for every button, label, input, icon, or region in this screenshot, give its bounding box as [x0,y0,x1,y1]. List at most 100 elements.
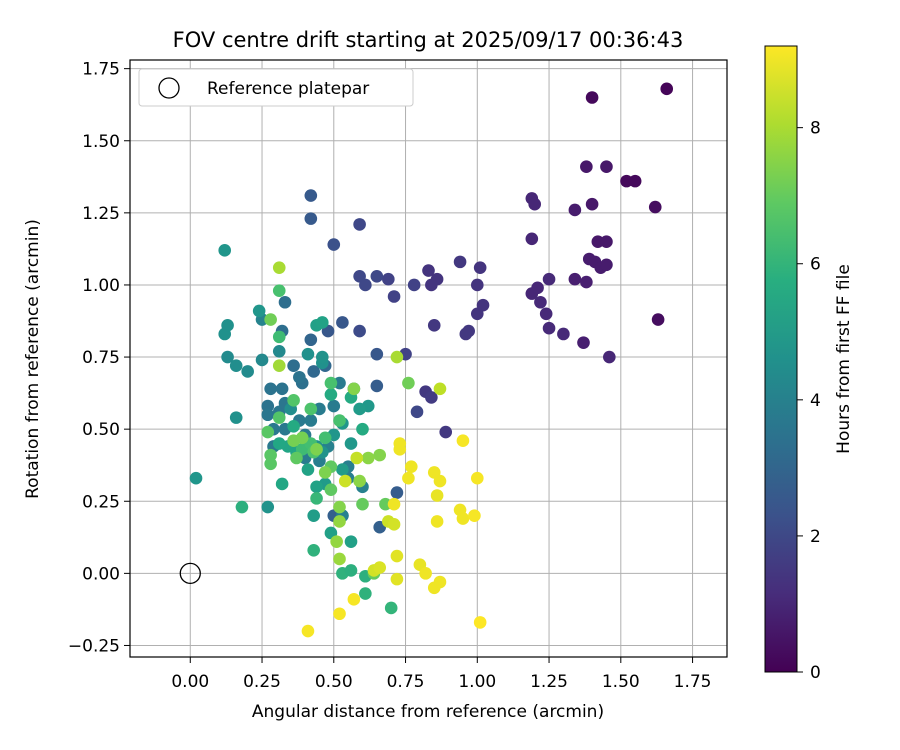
data-point [620,174,633,188]
data-point [344,437,358,450]
data-point [287,419,300,433]
x-tick-label: 1.25 [530,672,568,692]
colorbar-tick-label: 6 [810,255,821,275]
data-point [660,82,674,96]
y-tick-label: 1.75 [82,60,120,80]
data-point [361,451,375,465]
data-point [261,425,275,439]
data-point [585,91,599,104]
y-axis-label: Rotation from reference (arcmin) [23,219,43,499]
data-point [468,509,481,522]
data-point [261,500,275,514]
data-point [430,489,444,502]
data-point [218,244,232,257]
data-point [338,474,352,488]
data-point [272,261,286,274]
data-point [456,434,470,447]
data-point [473,261,487,274]
reference-point-marker [179,562,201,585]
data-point [402,376,415,390]
data-point [316,350,329,364]
data-point [327,238,341,251]
data-point [264,382,277,396]
data-point [272,284,286,298]
data-point [390,549,404,563]
data-point [333,607,346,621]
data-point [557,327,570,341]
data-point [470,307,484,321]
data-point [324,376,338,390]
data-point [327,399,341,413]
x-tick-label: 1.00 [458,672,496,692]
data-point [229,359,243,373]
data-point [353,218,366,231]
data-point [387,518,401,531]
legend-box [138,68,414,107]
data-point [600,160,613,174]
data-point [373,448,387,462]
data-point [344,564,358,577]
data-point [542,321,556,335]
data-point [430,515,444,528]
data-point [402,471,415,485]
data-point [324,483,338,497]
data-point [264,457,277,471]
data-point [433,575,447,589]
data-point [568,272,582,286]
data-point [275,477,289,491]
data-point [290,451,303,465]
data-point [404,460,418,473]
data-point [261,408,275,422]
data-point [453,255,467,269]
data-point [387,497,401,511]
data-point [304,189,318,202]
y-tick-label: 0.75 [82,348,120,368]
data-point [287,359,300,373]
data-point [344,535,358,548]
reference-marker-layer [179,562,201,585]
data-point [470,471,484,485]
data-point [390,486,404,499]
data-point [390,350,404,364]
data-point [272,330,286,344]
data-point [379,497,392,511]
data-point [359,587,372,600]
y-tick-label: 0.50 [82,420,120,440]
data-point [539,307,553,321]
data-point [600,235,613,248]
chart-title: FOV centre drift starting at 2025/09/17 … [173,28,684,52]
data-point [333,414,346,427]
x-tick-label: 1.75 [674,672,712,692]
y-tick-label: 0.25 [82,492,120,512]
colorbar-tick-label: 0 [810,663,821,683]
data-point [229,411,243,424]
data-point [307,509,320,522]
data-point [264,448,277,462]
data-point [304,333,318,347]
y-tick-label: 1.00 [82,276,120,296]
data-point [261,399,275,413]
data-point [293,370,306,384]
data-point [353,324,366,338]
data-point [333,515,346,528]
data-point [310,492,323,505]
data-point [580,160,593,174]
data-point [333,552,346,566]
y-axis-ticks: −0.25 0.00 0.25 0.50 0.75 1.00 1.25 1.50 1.75 [68,60,130,656]
colorbar-tick-label: 2 [810,527,821,547]
data-point [353,474,366,488]
data-point [473,616,487,629]
data-point [470,278,484,292]
data-point [410,405,424,419]
data-point [304,212,318,225]
data-point [318,466,332,479]
legend: Reference platepar [138,68,414,107]
data-point [307,365,320,378]
data-point [301,347,315,361]
data-point [628,174,642,188]
data-point [433,382,447,396]
data-point [425,278,438,292]
data-point [407,278,421,292]
